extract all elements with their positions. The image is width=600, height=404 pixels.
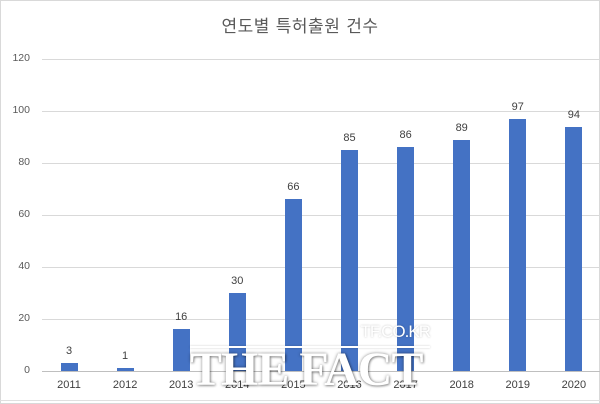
bar-2016 xyxy=(341,150,358,371)
y-tick-label: 80 xyxy=(18,156,30,168)
data-label: 1 xyxy=(122,350,129,363)
x-tick-label: 2018 xyxy=(449,379,474,391)
x-tick-label: 2013 xyxy=(168,379,194,391)
gridline xyxy=(42,111,600,112)
x-tick-label: 2017 xyxy=(393,379,418,391)
x-tick-label: 2014 xyxy=(225,379,250,391)
x-tick-label: 2020 xyxy=(561,379,587,391)
x-tick-label: 2012 xyxy=(112,379,138,391)
x-tick-label: 2011 xyxy=(57,379,81,391)
bar-2017 xyxy=(397,147,415,371)
y-tick-label: 20 xyxy=(18,312,30,324)
bar-2014 xyxy=(228,293,246,371)
bar-2019 xyxy=(509,118,527,371)
data-label: 89 xyxy=(455,121,468,134)
bar-2015 xyxy=(284,199,302,371)
data-label: 97 xyxy=(511,100,524,113)
data-label: 30 xyxy=(231,275,244,287)
bar-2020 xyxy=(565,126,583,371)
x-tick-label: 2016 xyxy=(337,379,362,391)
y-tick-label: 100 xyxy=(12,104,30,116)
bar-2011 xyxy=(60,363,78,371)
x-tick-label: 2019 xyxy=(505,379,531,391)
y-tick-label: 0 xyxy=(24,364,30,376)
x-tick-label: 2015 xyxy=(281,379,306,391)
gridline xyxy=(42,267,600,268)
chart-title: 연도별 특허출원 건수 xyxy=(221,17,379,37)
gridline xyxy=(42,319,600,320)
y-tick-label: 40 xyxy=(18,260,30,272)
gridline xyxy=(42,215,600,216)
data-label: 3 xyxy=(65,345,73,358)
gridline xyxy=(42,163,600,164)
x-axis-line xyxy=(42,371,600,372)
data-label: 85 xyxy=(343,132,356,144)
data-label: 86 xyxy=(399,129,412,142)
data-label: 66 xyxy=(287,181,300,194)
y-tick-label: 60 xyxy=(18,208,30,220)
data-label: 94 xyxy=(567,108,581,121)
y-tick-label: 120 xyxy=(12,52,30,64)
data-label: 16 xyxy=(175,311,188,324)
bar-2012 xyxy=(116,368,134,371)
gridline xyxy=(42,59,600,60)
bar-2013 xyxy=(172,329,190,371)
bar-2018 xyxy=(453,139,471,371)
bottom-border xyxy=(0,400,600,401)
